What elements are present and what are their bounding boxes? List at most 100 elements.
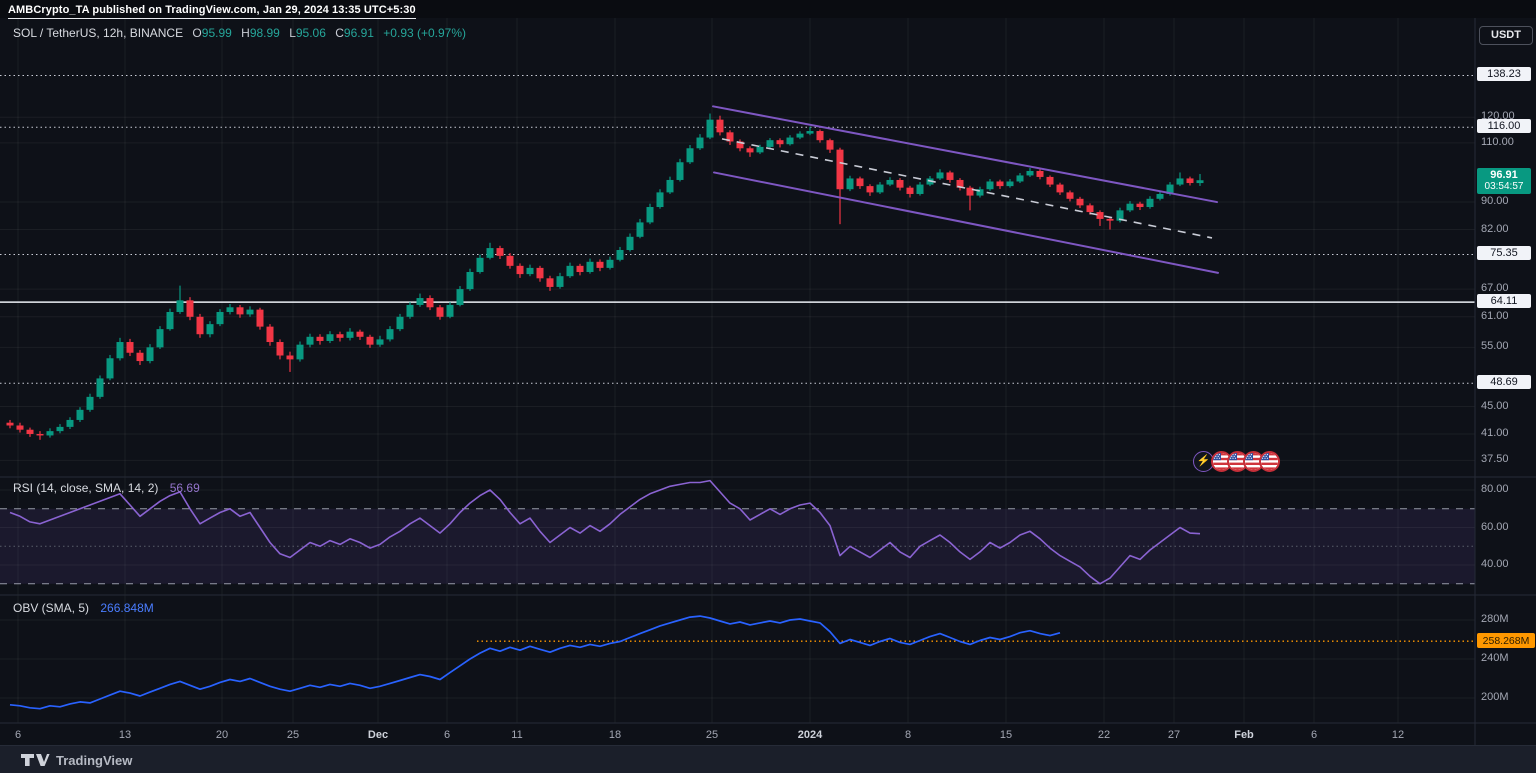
symbol-legend[interactable]: SOL / TetherUS, 12h, BINANCE O95.99 H98.… bbox=[13, 26, 466, 40]
candle bbox=[886, 179, 894, 185]
time-axis-tick: 15 bbox=[999, 729, 1013, 741]
candle bbox=[556, 276, 564, 287]
close-value: 96.91 bbox=[343, 26, 374, 40]
candle bbox=[166, 311, 174, 330]
candle bbox=[856, 178, 864, 187]
candle bbox=[586, 261, 594, 273]
candle bbox=[786, 137, 794, 145]
candle bbox=[26, 429, 34, 434]
candle bbox=[506, 255, 514, 266]
time-axis-tick: 18 bbox=[608, 729, 622, 741]
candle bbox=[266, 326, 274, 343]
candle bbox=[46, 431, 54, 436]
candle bbox=[796, 133, 804, 138]
last-price-label: 96.91 03:54:57 bbox=[1477, 168, 1531, 195]
candle bbox=[636, 222, 644, 237]
us-flag-reaction-icon[interactable] bbox=[1227, 450, 1248, 472]
candle bbox=[346, 331, 354, 338]
obv-legend[interactable]: OBV (SMA, 5) 266.848M bbox=[13, 601, 154, 615]
time-axis-tick: 6 bbox=[1310, 729, 1318, 741]
obv-axis-tick: 280M bbox=[1481, 613, 1509, 625]
time-axis-tick: 20 bbox=[215, 729, 229, 741]
obv-title[interactable]: OBV (SMA, 5) bbox=[13, 601, 90, 615]
candle bbox=[716, 119, 724, 133]
candle bbox=[806, 131, 814, 134]
close-letter: C bbox=[335, 26, 344, 40]
rsi-axis-tick: 60.00 bbox=[1481, 520, 1509, 533]
candle bbox=[946, 172, 954, 180]
candle bbox=[386, 329, 394, 340]
price-level-label: 138.23 bbox=[1477, 67, 1531, 82]
candle bbox=[1096, 212, 1104, 219]
price-axis-tick: 55.00 bbox=[1481, 340, 1509, 353]
last-price-value: 96.91 bbox=[1490, 169, 1518, 182]
rsi-title[interactable]: RSI (14, close, SMA, 14, 2) bbox=[13, 481, 159, 495]
candle bbox=[86, 396, 94, 410]
candle bbox=[36, 433, 44, 436]
candle bbox=[336, 334, 344, 338]
candle bbox=[536, 267, 544, 279]
candlestick-series bbox=[6, 113, 1204, 440]
candle bbox=[746, 148, 754, 153]
candle bbox=[836, 149, 844, 190]
candle bbox=[286, 355, 294, 360]
candle bbox=[646, 207, 654, 223]
candle bbox=[186, 300, 194, 317]
price-level-lines bbox=[0, 74, 1475, 384]
reaction-icons[interactable]: ⚡ bbox=[1193, 450, 1280, 472]
candle bbox=[756, 146, 764, 153]
price-axis-tick: 45.00 bbox=[1481, 399, 1509, 412]
candle bbox=[516, 265, 524, 275]
time-axis-tick: 11 bbox=[511, 729, 523, 741]
time-axis-tick: 25 bbox=[705, 729, 719, 741]
candle bbox=[986, 181, 994, 190]
candle bbox=[116, 342, 124, 359]
time-axis-tick: 6 bbox=[14, 729, 22, 741]
candle bbox=[436, 307, 444, 317]
candle bbox=[476, 257, 484, 273]
us-flag-reaction-icon[interactable] bbox=[1259, 450, 1280, 472]
lightning-reaction-icon[interactable]: ⚡ bbox=[1193, 450, 1214, 472]
time-axis-tick: Dec bbox=[367, 729, 389, 741]
candle bbox=[156, 329, 164, 348]
candle bbox=[356, 331, 364, 337]
candle bbox=[56, 426, 64, 432]
currency-usdt-button[interactable]: USDT bbox=[1479, 26, 1533, 45]
candle bbox=[1046, 176, 1054, 185]
candle bbox=[1186, 178, 1194, 184]
candle bbox=[206, 324, 214, 335]
price-level-label: 75.35 bbox=[1477, 246, 1531, 261]
open-letter: O bbox=[192, 26, 202, 40]
tradingview-brand-text[interactable]: TradingView bbox=[56, 752, 133, 768]
candle bbox=[606, 259, 614, 268]
low-letter: L bbox=[289, 26, 296, 40]
price-axis-tick: 90.00 bbox=[1481, 195, 1509, 208]
open-value: 95.99 bbox=[201, 26, 232, 40]
symbol-title[interactable]: SOL / TetherUS, 12h, BINANCE bbox=[13, 26, 184, 40]
obv-guides bbox=[0, 619, 1475, 699]
candle bbox=[306, 336, 314, 345]
us-flag-reaction-icon[interactable] bbox=[1243, 450, 1264, 472]
candle bbox=[1036, 170, 1044, 177]
candle bbox=[1146, 198, 1154, 208]
candle bbox=[496, 248, 504, 256]
rsi-legend[interactable]: RSI (14, close, SMA, 14, 2) 56.69 bbox=[13, 481, 200, 495]
candle bbox=[326, 334, 334, 341]
candle bbox=[676, 162, 684, 180]
candle bbox=[616, 249, 624, 260]
channel-upper-line bbox=[712, 105, 1218, 204]
footer-bar: TradingView bbox=[0, 745, 1536, 773]
candle bbox=[656, 192, 664, 208]
high-letter: H bbox=[241, 26, 250, 40]
candle bbox=[766, 140, 774, 147]
obv-line bbox=[9, 615, 1061, 710]
candle bbox=[1106, 218, 1114, 221]
chart-canvas[interactable] bbox=[0, 0, 1536, 745]
low-value: 95.06 bbox=[295, 26, 326, 40]
candle bbox=[826, 140, 834, 150]
candle bbox=[1076, 198, 1084, 206]
price-level-label: 64.11 bbox=[1477, 294, 1531, 309]
tradingview-logo-icon[interactable] bbox=[20, 752, 50, 768]
descending-channel bbox=[712, 105, 1219, 274]
